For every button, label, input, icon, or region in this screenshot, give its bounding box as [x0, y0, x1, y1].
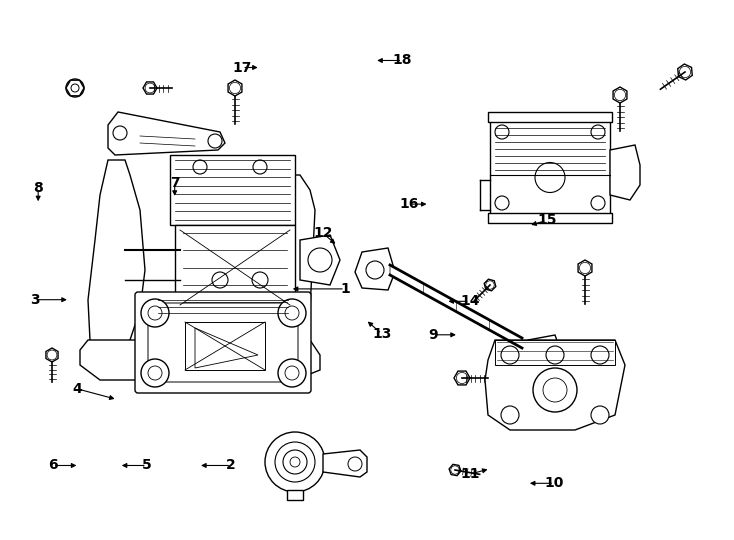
Text: 11: 11 [460, 467, 479, 481]
Circle shape [531, 348, 549, 366]
Circle shape [283, 450, 307, 474]
Text: 16: 16 [400, 197, 419, 211]
Polygon shape [578, 260, 592, 276]
Circle shape [252, 272, 268, 288]
Text: 6: 6 [48, 458, 58, 472]
Polygon shape [390, 265, 522, 348]
Circle shape [546, 346, 564, 364]
Polygon shape [88, 160, 145, 350]
Text: 14: 14 [460, 294, 479, 308]
Text: 13: 13 [372, 327, 391, 341]
Circle shape [591, 125, 605, 139]
Circle shape [285, 306, 299, 320]
Circle shape [208, 134, 222, 148]
Circle shape [71, 84, 79, 92]
Text: 9: 9 [428, 328, 438, 342]
Polygon shape [46, 348, 58, 362]
Text: 1: 1 [340, 282, 350, 296]
Bar [488, 112, 612, 122]
Circle shape [253, 160, 267, 174]
Polygon shape [613, 87, 627, 103]
Bar [495, 340, 615, 365]
Circle shape [141, 299, 169, 327]
FancyBboxPatch shape [148, 303, 298, 382]
Circle shape [66, 79, 84, 97]
Circle shape [141, 359, 169, 387]
Circle shape [275, 442, 315, 482]
FancyBboxPatch shape [135, 292, 311, 393]
Polygon shape [454, 371, 470, 385]
Polygon shape [520, 335, 562, 375]
Circle shape [232, 312, 248, 328]
Circle shape [148, 306, 162, 320]
Polygon shape [287, 490, 303, 500]
Text: 8: 8 [33, 181, 43, 195]
Polygon shape [143, 82, 157, 94]
Polygon shape [108, 112, 225, 155]
Polygon shape [185, 322, 265, 370]
Text: 15: 15 [537, 213, 556, 227]
Polygon shape [300, 235, 340, 285]
Bar [175, 225, 295, 310]
Text: 2: 2 [226, 458, 236, 472]
Circle shape [501, 406, 519, 424]
Polygon shape [228, 80, 242, 96]
Circle shape [366, 261, 384, 279]
Polygon shape [677, 64, 692, 80]
Circle shape [591, 196, 605, 210]
Polygon shape [484, 279, 495, 291]
Circle shape [591, 346, 609, 364]
Circle shape [535, 163, 565, 192]
Text: 17: 17 [233, 60, 252, 75]
Circle shape [290, 457, 300, 467]
Circle shape [285, 366, 299, 380]
Circle shape [265, 432, 325, 492]
Polygon shape [355, 248, 395, 290]
Polygon shape [180, 175, 315, 355]
Circle shape [278, 359, 306, 387]
Text: 18: 18 [393, 53, 412, 68]
Circle shape [495, 125, 509, 139]
Circle shape [533, 368, 577, 412]
Circle shape [308, 248, 332, 272]
Circle shape [591, 406, 609, 424]
Circle shape [148, 366, 162, 380]
Circle shape [212, 272, 228, 288]
Polygon shape [610, 145, 640, 200]
Text: 3: 3 [30, 293, 40, 307]
Text: 10: 10 [545, 476, 564, 490]
Circle shape [193, 160, 207, 174]
Text: 12: 12 [313, 226, 333, 240]
Circle shape [113, 126, 127, 140]
Polygon shape [66, 80, 84, 96]
Polygon shape [485, 340, 625, 430]
Polygon shape [449, 464, 461, 476]
Bar [170, 155, 295, 225]
Text: 4: 4 [72, 382, 82, 396]
Circle shape [495, 196, 509, 210]
Text: 7: 7 [170, 176, 180, 190]
Circle shape [501, 346, 519, 364]
Circle shape [278, 299, 306, 327]
Bar [490, 120, 610, 215]
Circle shape [543, 378, 567, 402]
Bar [488, 213, 612, 223]
Polygon shape [80, 340, 320, 380]
Circle shape [348, 457, 362, 471]
Text: 5: 5 [142, 458, 152, 472]
Polygon shape [323, 450, 367, 477]
